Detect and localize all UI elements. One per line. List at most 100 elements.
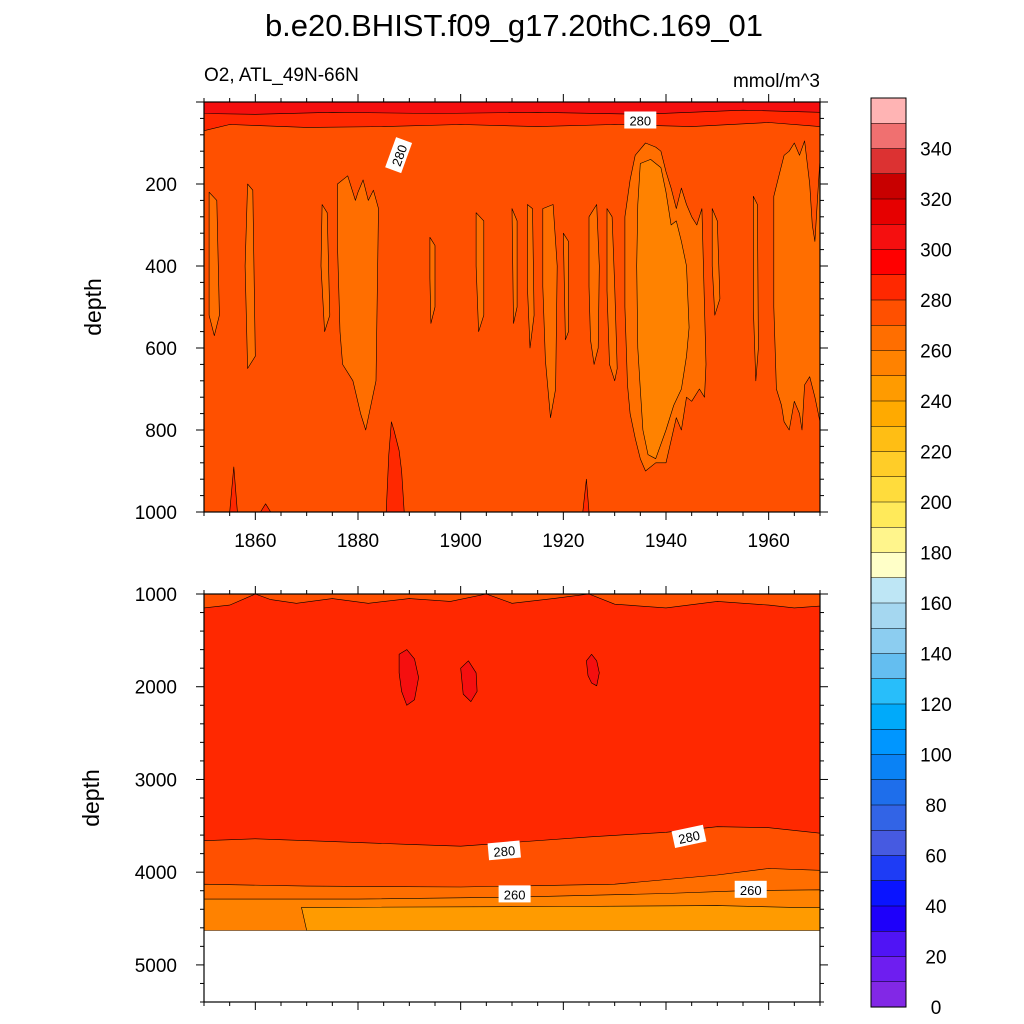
y-tick-label: 2000: [135, 678, 177, 699]
colorbar-box: [870, 552, 907, 579]
colorbar-frame: [870, 97, 907, 1008]
y-tick-label: 4000: [135, 863, 177, 884]
colorbar-label: 300: [920, 241, 952, 262]
colorbar-box: [870, 703, 907, 730]
y-axis-label: depth: [78, 769, 104, 827]
colorbar-box: [870, 400, 907, 427]
colorbar-box: [870, 198, 907, 225]
colorbar-box: [870, 325, 907, 352]
colorbar-box: [870, 602, 907, 629]
x-tick-label: 1960: [748, 531, 790, 552]
colorbar-label: 60: [925, 847, 946, 868]
colorbar-label: 120: [920, 695, 952, 716]
contour-region-265-275: [320, 204, 331, 332]
variable-region-label: O2, ATL_49N-66N: [204, 65, 359, 86]
colorbar-box: [870, 628, 907, 655]
contour-region-265-275: [588, 204, 600, 365]
y-tick-label: 400: [145, 257, 177, 278]
contour-label: 280: [671, 824, 707, 849]
contour-region-285-295: [582, 478, 590, 512]
colorbar-label: 40: [925, 897, 946, 918]
contour-fills: [204, 102, 820, 512]
y-tick-label: 200: [145, 175, 177, 196]
colorbar-box: [870, 123, 907, 150]
figure-title: b.e20.BHIST.f09_g17.20thC.169_01: [265, 8, 763, 43]
y-tick-label: 800: [145, 421, 177, 442]
y-axis-label: depth: [80, 278, 106, 336]
colorbar-label: 280: [920, 291, 952, 312]
colorbar-box: [870, 981, 907, 1008]
contour-region-285-295: [260, 503, 272, 512]
colorbar-label: 80: [925, 796, 946, 817]
contour-region-285-295: [204, 594, 820, 847]
contour-region-245-255: [301, 905, 820, 931]
colorbar-box: [870, 729, 907, 756]
contour-region-265-275: [511, 208, 518, 324]
colorbar-box: [870, 804, 907, 831]
y-tick-label: 1000: [135, 503, 177, 524]
colorbar-label: 180: [920, 544, 952, 565]
colorbar-box: [870, 375, 907, 402]
colorbar-box: [870, 224, 907, 251]
colorbar-label: 0: [931, 998, 942, 1019]
axis-ticks: [196, 94, 828, 520]
colorbar-label: 20: [925, 948, 946, 969]
colorbar-box: [870, 426, 907, 453]
contour-fills: [204, 594, 820, 931]
colorbar-label: 200: [920, 493, 952, 514]
colorbar-box: [870, 476, 907, 503]
colorbar-label: 140: [920, 645, 952, 666]
contour-region-265-275: [244, 183, 256, 369]
y-tick-label: 600: [145, 339, 177, 360]
axis-ticks: [196, 586, 828, 1010]
contour-label-text: 260: [740, 883, 762, 898]
colorbar-box: [870, 905, 907, 932]
colorbar-box: [870, 653, 907, 680]
upper-contour-panel: 1860 1880 1900 1920 1940 1960 200 400 600 800 1000…: [80, 94, 828, 552]
contour-region-265-275: [606, 208, 618, 382]
contour-region-295-305: [586, 653, 600, 687]
contour-label-text: 280: [389, 143, 411, 169]
contour-region-265-275: [542, 204, 558, 419]
contour-region-265-275: [337, 175, 379, 431]
contour-label-text: 280: [677, 828, 701, 847]
colorbar-box: [870, 880, 907, 907]
x-tick-label: 1940: [645, 531, 687, 552]
colorbar-label: 240: [920, 392, 952, 413]
contour-region-265-275: [752, 196, 759, 382]
colorbar-box: [870, 956, 907, 983]
colorbar-box: [870, 577, 907, 604]
contour-region-265-275: [562, 232, 569, 341]
contour-label: 280: [487, 840, 521, 861]
colorbar-box: [870, 274, 907, 301]
colorbar-box: [870, 855, 907, 882]
contour-label: 280: [385, 137, 413, 174]
contour-region-265-275: [475, 212, 485, 332]
colorbar-box: [870, 779, 907, 806]
contour-region-265-275: [429, 237, 436, 324]
contour-region-265-275: [773, 140, 820, 431]
colorbar-label: 160: [920, 594, 952, 615]
contour-label: 280: [624, 111, 657, 129]
colorbar: 3403203002802602402202001801601401201008…: [870, 97, 952, 1019]
contour-region-295-305: [204, 102, 820, 115]
colorbar-label: 100: [920, 746, 952, 767]
colorbar-box: [870, 830, 907, 857]
colorbar-box: [870, 754, 907, 781]
x-tick-label: 1920: [542, 531, 584, 552]
colorbar-box: [870, 249, 907, 276]
contour-label-text: 280: [493, 843, 516, 860]
colorbar-box: [870, 173, 907, 200]
contour-region-285-295: [229, 466, 238, 512]
contour-region-265-275: [208, 191, 220, 337]
colorbar-box: [870, 350, 907, 377]
colorbar-label: 260: [920, 342, 952, 363]
y-tick-label: 3000: [135, 770, 177, 791]
colorbar-box: [870, 97, 907, 124]
contour-label: 260: [734, 880, 767, 898]
contour-label: 260: [498, 885, 531, 903]
x-tick-label: 1900: [440, 531, 482, 552]
contour-region-295-305: [398, 649, 419, 706]
y-tick-label: 1000: [135, 585, 177, 606]
